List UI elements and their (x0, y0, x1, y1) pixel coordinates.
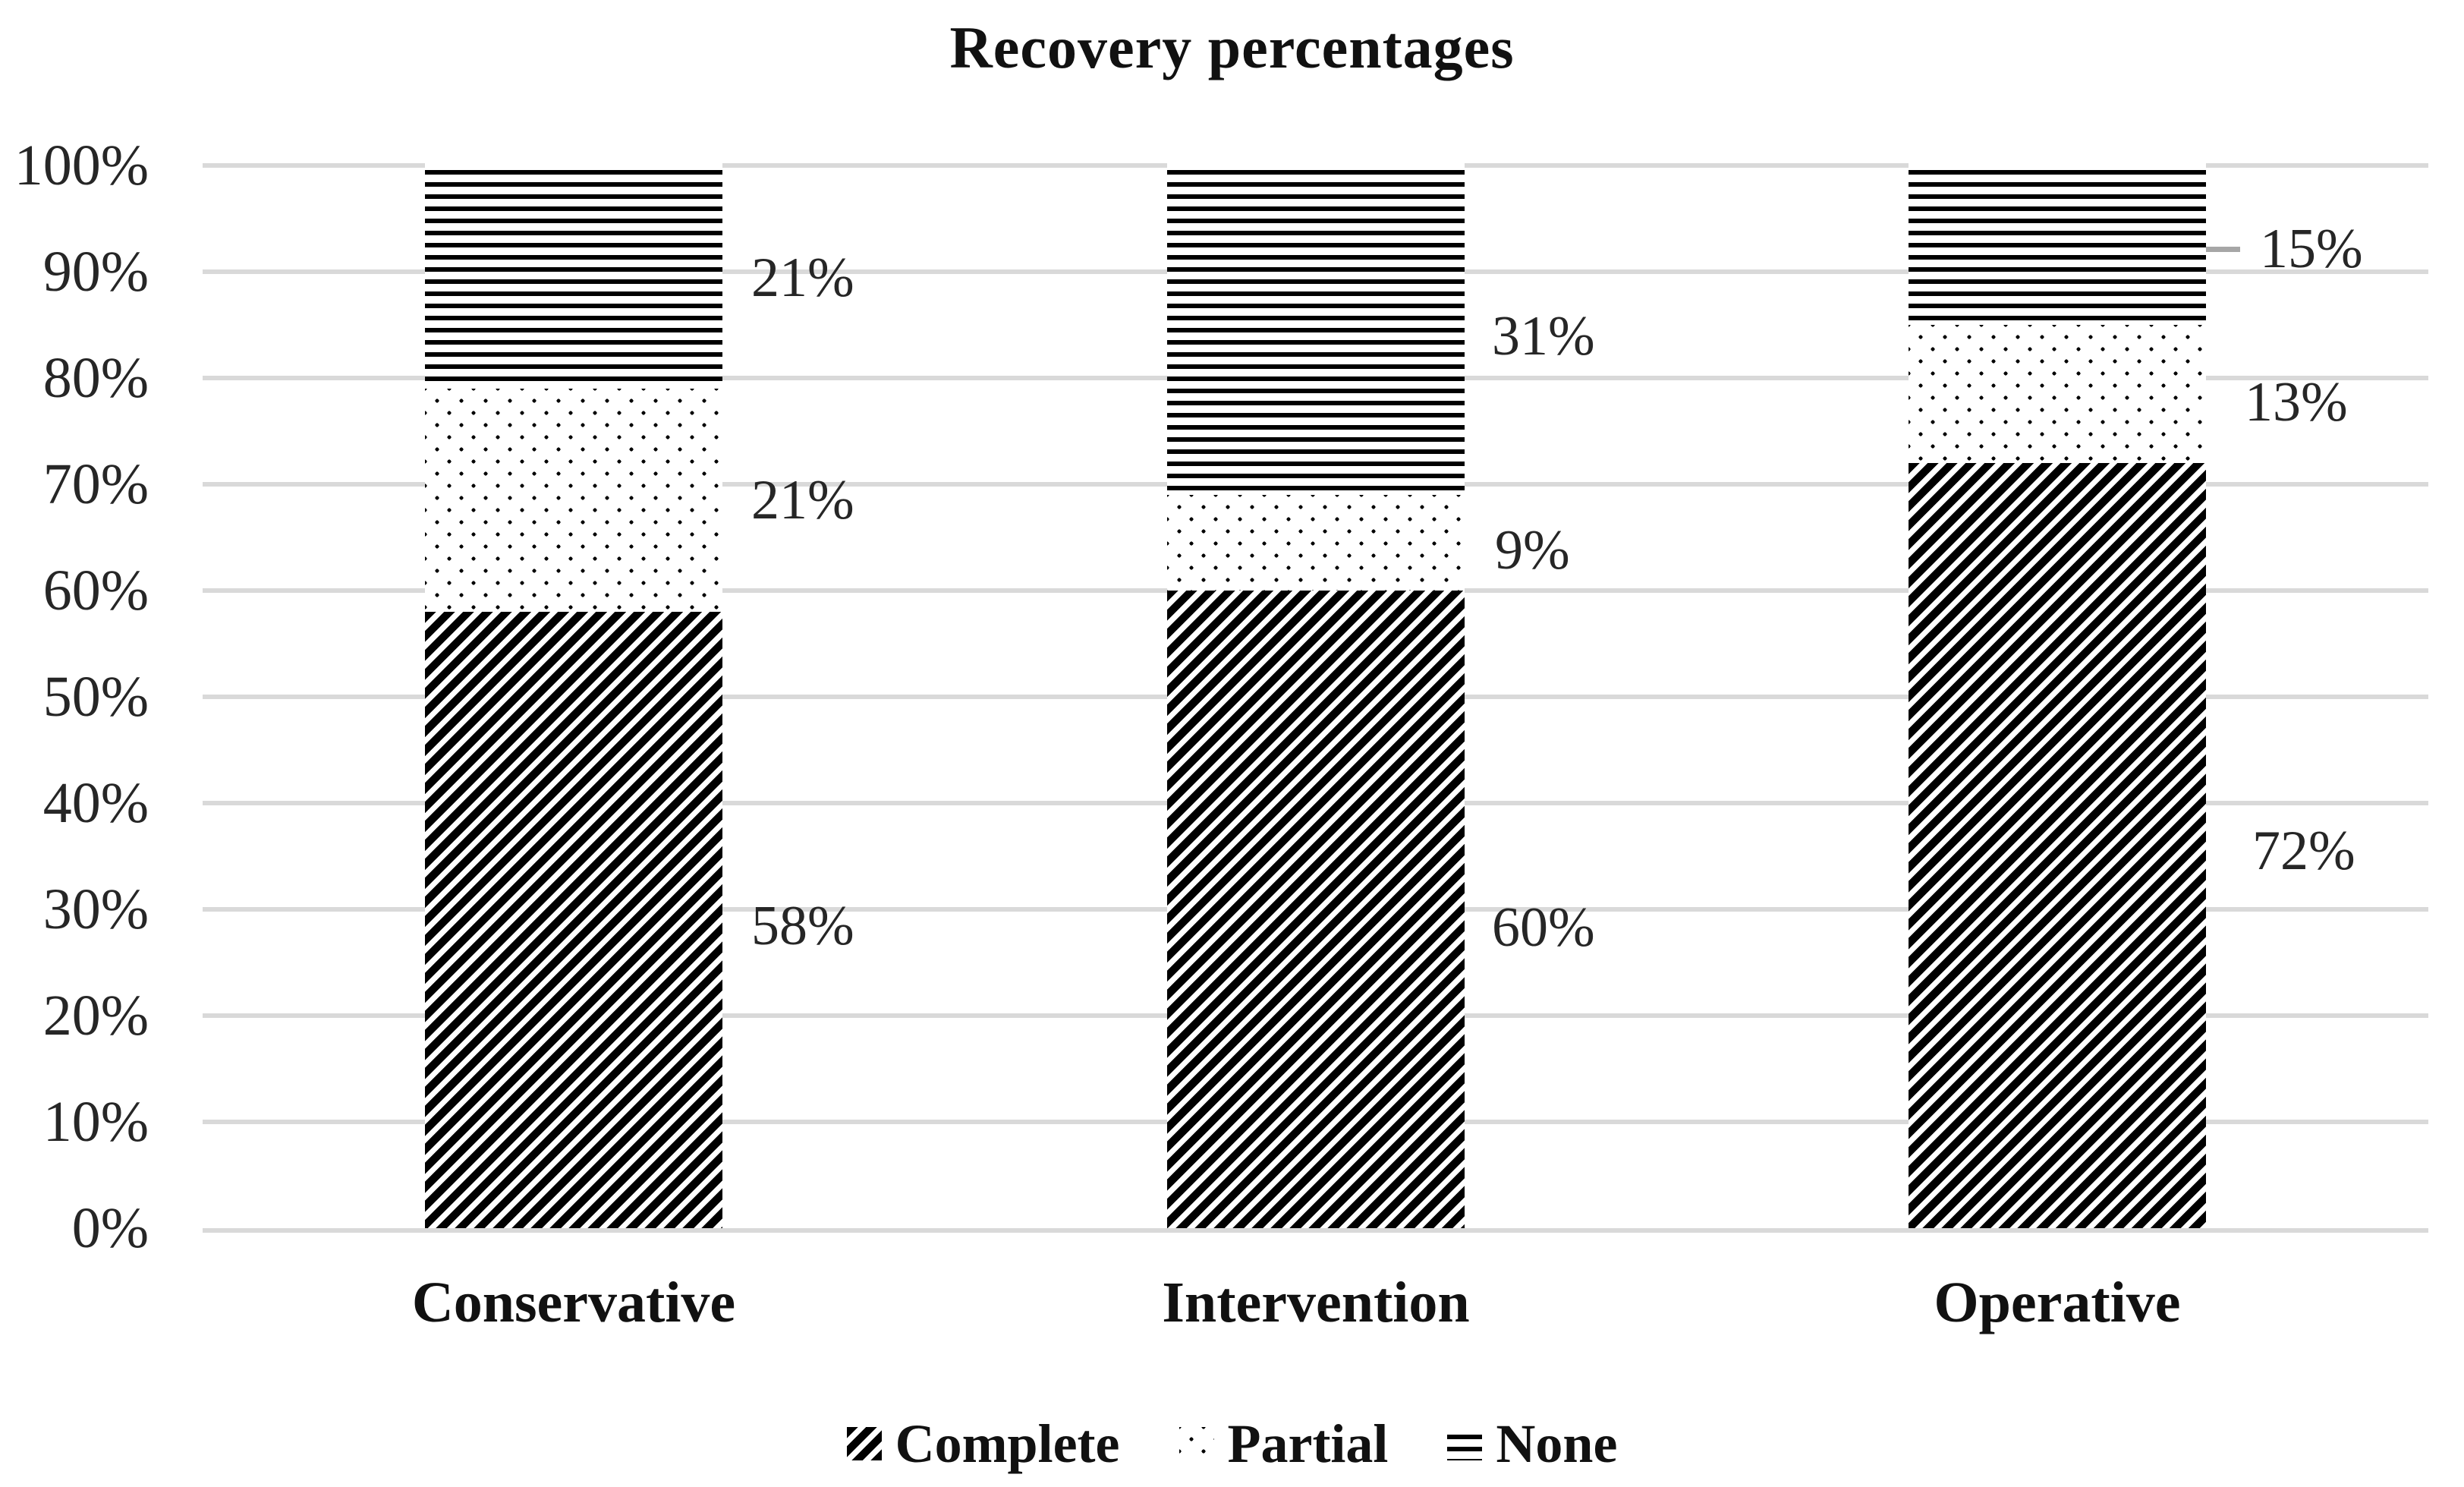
data-label: 58% (751, 895, 854, 957)
bar-segment-complete (425, 612, 722, 1228)
legend-label-partial: Partial (1227, 1413, 1389, 1474)
y-axis-tick-label: 70% (42, 452, 149, 516)
legend-item-complete: Complete (846, 1413, 1120, 1474)
legend: Complete Partial None (0, 1406, 2464, 1482)
y-axis-tick-label: 0% (71, 1196, 149, 1260)
x-axis-category-label: Conservative (411, 1271, 736, 1334)
bar-segment-complete (1167, 591, 1465, 1228)
x-axis-category-label: Operative (1934, 1271, 2181, 1334)
diagonal-hatch-swatch-icon (846, 1427, 882, 1460)
y-axis-tick-label: 60% (42, 559, 149, 622)
y-axis-tick-label: 40% (42, 771, 149, 835)
y-axis-tick-label: 90% (42, 240, 149, 304)
y-axis-tick-label: 30% (42, 877, 149, 941)
y-axis-tick-label: 100% (14, 134, 149, 197)
data-label: 21% (751, 247, 854, 309)
bar-segment-partial (1909, 325, 2206, 463)
x-axis-category-label: Intervention (1162, 1271, 1470, 1334)
leader-line (2206, 246, 2240, 252)
chart-title: Recovery percentages (949, 14, 1515, 80)
gridline (203, 1228, 2428, 1233)
y-axis-tick-label: 80% (42, 346, 149, 410)
data-label: 31% (1492, 305, 1595, 367)
data-label: 72% (2252, 820, 2355, 882)
legend-label-none: None (1496, 1413, 1618, 1474)
bar-segment-complete (1909, 463, 2206, 1228)
bar-segment-none (1909, 162, 2206, 325)
horizontal-lines-swatch-icon (1447, 1427, 1483, 1460)
data-label: 9% (1495, 519, 1570, 581)
data-label: 15% (2260, 218, 2363, 280)
legend-item-partial: Partial (1179, 1413, 1389, 1474)
bar-segment-partial (425, 389, 722, 612)
y-axis-tick-label: 20% (42, 984, 149, 1048)
data-label: 60% (1492, 896, 1595, 959)
data-label: 21% (751, 469, 854, 531)
y-axis-tick-label: 10% (42, 1090, 149, 1154)
y-axis-tick-label: 50% (42, 665, 149, 729)
dots-swatch-icon (1179, 1427, 1214, 1460)
data-label: 13% (2245, 371, 2348, 433)
bar-segment-none (425, 162, 722, 389)
legend-label-complete: Complete (895, 1413, 1120, 1474)
bar-segment-partial (1167, 495, 1465, 591)
legend-item-none: None (1447, 1416, 1617, 1471)
bar-segment-none (1167, 162, 1465, 495)
